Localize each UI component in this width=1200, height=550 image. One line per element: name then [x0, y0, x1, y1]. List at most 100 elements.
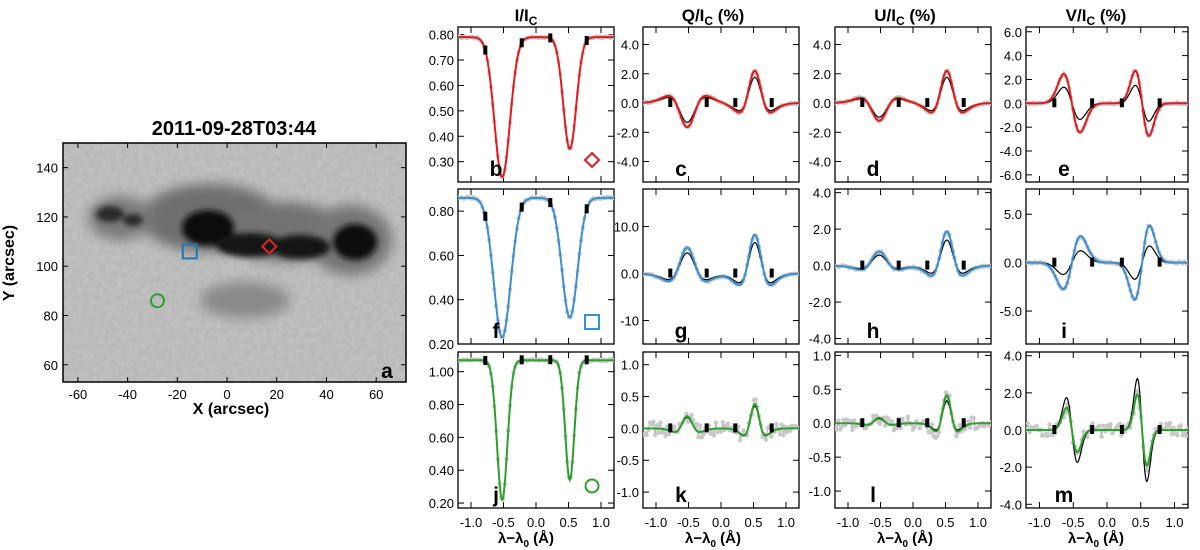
- y-tick-label: -4.0: [1000, 144, 1022, 159]
- observed-point: [1175, 433, 1180, 438]
- wavelength-marker: [769, 423, 774, 433]
- x-tick-label: 0.0: [527, 515, 545, 530]
- observed-point: [1099, 434, 1104, 439]
- panel-label-b: b: [490, 158, 503, 181]
- x-tick-label: 0.5: [559, 515, 577, 530]
- observed-point: [1034, 423, 1040, 429]
- observed-point: [891, 427, 897, 433]
- y-tick-label: 0.40: [429, 129, 454, 144]
- observed-point: [905, 414, 910, 419]
- wavelength-marker: [548, 33, 553, 43]
- panel-h: -4.0 -2.0 0.0 2.0 4.0 h: [809, 186, 992, 347]
- observed-point: [877, 421, 883, 427]
- y-tick-label: 0.40: [429, 293, 454, 308]
- panel-m: -1.0 -0.5 0.0 0.5 1.0 -4.0 -2.0 0.0 2.0 4.0 m: [1000, 349, 1189, 530]
- wavelength-marker: [860, 418, 865, 428]
- observed-point: [652, 432, 658, 438]
- x-tick-label: 0.0: [904, 515, 922, 530]
- observed-point: [987, 423, 991, 428]
- image-frame: [62, 142, 407, 383]
- image-x-tick-label: 0: [223, 387, 230, 402]
- observed-point: [713, 420, 718, 426]
- panel-label-j: j: [492, 484, 499, 507]
- observed-point: [659, 430, 665, 435]
- x-tick-label: -1.0: [1028, 515, 1050, 530]
- y-tick-label: -4.0: [809, 155, 831, 170]
- y-tick-label: -4.0: [1000, 497, 1022, 512]
- profile-panels: 0.30 0.40 0.50 0.60 0.70 0.80 b -4.0 -2.0 0.0 2.0 4…: [429, 25, 1189, 530]
- panel-l: -1.0 -0.5 0.0 0.5 1.0 -1.0 -0.5 0.0 0.5 1.0 l: [809, 348, 992, 530]
- circle-marker: [584, 478, 600, 494]
- observed-point: [672, 424, 677, 429]
- observed-point: [656, 430, 661, 435]
- panel-c: -4.0 -2.0 0.0 2.0 4.0 c: [617, 26, 800, 183]
- x-tick-label: 1.0: [592, 515, 610, 530]
- y-tick-label: 0.0: [621, 96, 639, 111]
- wavelength-marker: [1157, 257, 1162, 267]
- observed-point: [1117, 421, 1122, 427]
- y-tick-label: -2.0: [1000, 120, 1022, 135]
- plot-area: [458, 194, 614, 340]
- image-y-tick-label: 120: [36, 210, 58, 225]
- panel-g: -10 0.0 10.0 g: [614, 188, 800, 345]
- observed-point: [1182, 430, 1187, 435]
- model-profile-black: [458, 36, 614, 178]
- observed-point: [1184, 433, 1188, 439]
- wavelength-marker: [925, 418, 930, 428]
- y-tick-label: 4.0: [1004, 349, 1022, 364]
- observed-point: [1119, 433, 1124, 438]
- observed-point: [890, 419, 895, 424]
- observed-profile: [643, 69, 799, 128]
- y-tick-label: 0.0: [813, 259, 831, 274]
- x-tick-label: -0.5: [677, 515, 699, 530]
- observed-point: [774, 421, 779, 427]
- wavelength-marker: [548, 198, 553, 208]
- x-label-col-4: λ−λ0 (Å): [1068, 530, 1124, 550]
- x-tick-label: -1.0: [460, 515, 482, 530]
- observed-point: [1135, 388, 1140, 394]
- observed-point: [851, 418, 857, 423]
- fit-profile: [1026, 224, 1188, 301]
- observed-point: [929, 422, 935, 427]
- x-tick-label: 1.0: [969, 515, 987, 530]
- panel-frame: [457, 26, 615, 183]
- observed-point: [836, 418, 841, 423]
- observed-point: [1171, 425, 1176, 430]
- y-tick-label: 0.0: [1004, 423, 1022, 438]
- wavelength-marker: [733, 268, 738, 278]
- plot-area: [1026, 68, 1188, 138]
- y-tick-label: 0.0: [1004, 256, 1022, 271]
- x-tick-label: 0.5: [744, 515, 762, 530]
- y-tick-label: 1.00: [429, 365, 454, 380]
- observed-point: [777, 432, 783, 437]
- x-tick-label: 0.0: [712, 515, 730, 530]
- observed-point: [701, 432, 706, 437]
- wavelength-marker: [896, 418, 901, 428]
- wavelength-marker: [519, 38, 524, 48]
- panel-label-f: f: [493, 320, 501, 343]
- wavelength-marker: [668, 98, 673, 108]
- wavelength-marker: [769, 98, 774, 108]
- y-tick-label: -10: [620, 314, 639, 329]
- observed-point: [1167, 420, 1173, 426]
- x-tick-label: 0.0: [1098, 515, 1116, 530]
- y-tick-label: 4.0: [621, 38, 639, 53]
- wavelength-marker: [1157, 425, 1162, 434]
- observed-point: [1104, 423, 1110, 428]
- observed-point: [651, 419, 656, 424]
- y-tick-label: -4.0: [617, 155, 639, 170]
- observed-point: [644, 432, 649, 438]
- panel-f: 0.20 0.40 0.60 0.80 f: [429, 188, 615, 352]
- fit-profile: [835, 69, 991, 122]
- wavelength-marker: [483, 211, 488, 221]
- image-x-axis-label: X (arcsec): [193, 401, 270, 418]
- x-label-col-2: λ−λ0 (Å): [685, 530, 741, 550]
- panel-e: -6.0 -4.0 -2.0 0.0 2.0 4.0 6.0 e: [1000, 25, 1189, 183]
- title-stokes-v: V/IC (%): [1066, 6, 1127, 28]
- observed-point: [966, 419, 971, 424]
- y-tick-label: 0.0: [813, 416, 831, 431]
- image-x-tick-label: 40: [319, 387, 333, 402]
- wavelength-marker: [1119, 98, 1124, 108]
- title-stokes-u: U/IC (%): [874, 6, 936, 28]
